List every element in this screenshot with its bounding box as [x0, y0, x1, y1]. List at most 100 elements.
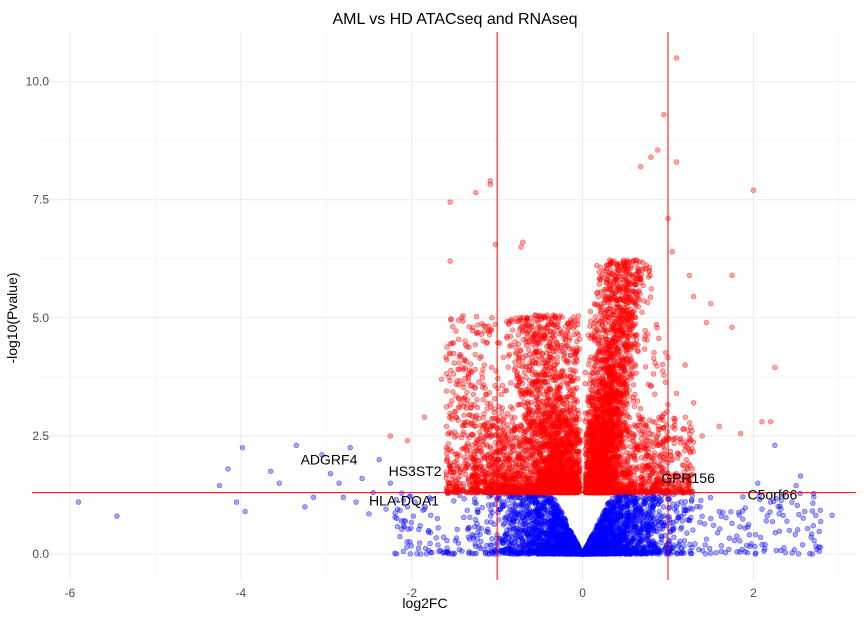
data-point	[464, 507, 470, 514]
data-point	[655, 518, 661, 524]
data-point	[681, 538, 688, 544]
data-point	[759, 541, 765, 548]
data-point	[517, 501, 524, 508]
data-point	[485, 502, 492, 508]
data-point	[684, 530, 690, 536]
data-point	[544, 511, 551, 518]
data-point	[544, 498, 550, 504]
data-point	[797, 490, 803, 497]
data-point	[726, 535, 733, 541]
data-point	[670, 524, 676, 530]
data-point	[799, 542, 806, 548]
data-point	[651, 514, 658, 520]
data-point	[707, 494, 714, 501]
data-point	[647, 543, 653, 549]
data-point	[675, 515, 682, 521]
data-point	[677, 538, 683, 545]
data-point	[639, 551, 645, 557]
data-point	[526, 548, 532, 555]
data-point	[561, 538, 567, 544]
data-point	[477, 545, 483, 552]
data-point	[525, 530, 532, 537]
data-point	[701, 521, 708, 527]
data-point	[505, 364, 511, 370]
data-point	[624, 503, 630, 509]
data-point	[767, 509, 773, 515]
data-point	[650, 371, 657, 377]
data-point	[816, 528, 822, 535]
data-point	[435, 525, 441, 531]
data-point	[489, 315, 495, 321]
data-point	[792, 531, 798, 538]
data-point	[692, 541, 698, 547]
data-point	[491, 521, 497, 527]
data-point	[464, 389, 470, 396]
data-point	[696, 546, 702, 553]
data-point	[547, 502, 554, 508]
data-point	[670, 544, 676, 550]
data-point	[734, 533, 740, 539]
grid-lines	[40, 32, 856, 580]
data-point	[523, 520, 529, 526]
data-point	[734, 548, 740, 555]
data-point	[473, 550, 479, 557]
data-point	[608, 509, 615, 516]
data-point	[605, 526, 612, 533]
data-point	[795, 551, 802, 557]
data-point	[548, 532, 554, 539]
data-point	[778, 547, 784, 554]
data-point	[736, 509, 742, 516]
data-point	[684, 517, 691, 523]
data-point	[574, 541, 580, 547]
data-point	[653, 321, 660, 328]
data-point	[474, 520, 480, 527]
data-point	[539, 514, 545, 520]
data-point	[794, 527, 801, 533]
data-point	[723, 515, 729, 521]
data-point	[718, 513, 724, 520]
data-point	[440, 550, 446, 556]
data-point	[556, 537, 562, 543]
data-point	[645, 534, 652, 540]
data-point	[537, 535, 543, 542]
data-point	[422, 545, 429, 551]
data-point	[706, 545, 713, 552]
data-point	[578, 551, 585, 557]
data-point	[512, 531, 518, 538]
data-point	[606, 500, 612, 507]
data-point	[591, 550, 597, 557]
data-point	[694, 503, 700, 510]
data-point	[810, 500, 816, 506]
data-point	[681, 550, 687, 556]
data-point	[469, 532, 475, 538]
data-point	[653, 498, 659, 505]
data-point	[665, 537, 672, 543]
data-point	[666, 505, 672, 511]
data-point	[740, 494, 746, 500]
data-point	[588, 318, 594, 324]
data-point	[728, 509, 734, 515]
data-point	[495, 375, 501, 382]
data-point	[433, 535, 440, 541]
data-point	[506, 515, 512, 521]
data-point	[504, 546, 511, 553]
data-point	[461, 412, 467, 418]
data-point	[461, 496, 467, 502]
data-point	[718, 548, 725, 555]
data-point	[638, 533, 644, 539]
data-point	[423, 551, 430, 557]
data-point	[507, 551, 514, 557]
data-point	[708, 550, 714, 556]
data-point	[757, 534, 764, 541]
data-point	[590, 530, 597, 537]
data-point	[796, 511, 802, 518]
data-point	[597, 548, 604, 555]
data-point	[614, 496, 621, 503]
data-point	[710, 522, 717, 528]
data-point	[517, 543, 524, 549]
data-point	[699, 513, 705, 519]
data-point	[468, 404, 475, 410]
data-point	[613, 520, 619, 527]
data-points	[75, 55, 835, 557]
